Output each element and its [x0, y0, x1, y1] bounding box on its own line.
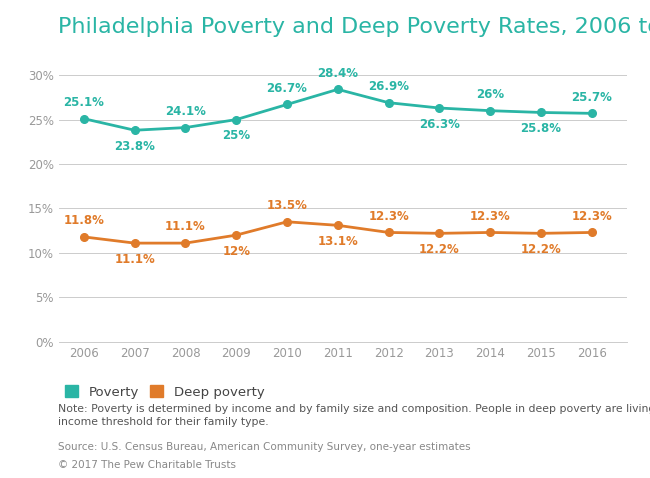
- Text: 12.2%: 12.2%: [521, 243, 562, 256]
- Text: 11.8%: 11.8%: [64, 214, 105, 227]
- Text: 26.9%: 26.9%: [368, 80, 409, 93]
- Text: 12.2%: 12.2%: [419, 243, 460, 256]
- Text: 25.8%: 25.8%: [521, 122, 562, 135]
- Legend: Poverty, Deep poverty: Poverty, Deep poverty: [65, 385, 265, 399]
- Text: 28.4%: 28.4%: [317, 66, 358, 80]
- Text: 11.1%: 11.1%: [165, 220, 206, 233]
- Text: 13.5%: 13.5%: [266, 199, 307, 212]
- Text: 12%: 12%: [222, 245, 250, 258]
- Text: © 2017 The Pew Charitable Trusts: © 2017 The Pew Charitable Trusts: [58, 460, 237, 470]
- Text: Philadelphia Poverty and Deep Poverty Rates, 2006 to 2016: Philadelphia Poverty and Deep Poverty Ra…: [58, 17, 650, 37]
- Text: 24.1%: 24.1%: [165, 105, 206, 118]
- Text: 25%: 25%: [222, 129, 250, 142]
- Text: 26%: 26%: [476, 88, 504, 101]
- Text: Note: Poverty is determined by income and by family size and composition. People: Note: Poverty is determined by income an…: [58, 404, 650, 427]
- Text: Source: U.S. Census Bureau, American Community Survey, one-year estimates: Source: U.S. Census Bureau, American Com…: [58, 442, 471, 452]
- Text: 26.7%: 26.7%: [266, 82, 307, 95]
- Text: 11.1%: 11.1%: [114, 253, 155, 266]
- Text: 26.3%: 26.3%: [419, 118, 460, 131]
- Text: 12.3%: 12.3%: [368, 210, 409, 223]
- Text: 13.1%: 13.1%: [317, 235, 358, 248]
- Text: 23.8%: 23.8%: [114, 140, 155, 153]
- Text: 12.3%: 12.3%: [470, 210, 510, 223]
- Text: 25.7%: 25.7%: [571, 91, 612, 104]
- Text: 12.3%: 12.3%: [571, 210, 612, 223]
- Text: 25.1%: 25.1%: [64, 96, 105, 109]
